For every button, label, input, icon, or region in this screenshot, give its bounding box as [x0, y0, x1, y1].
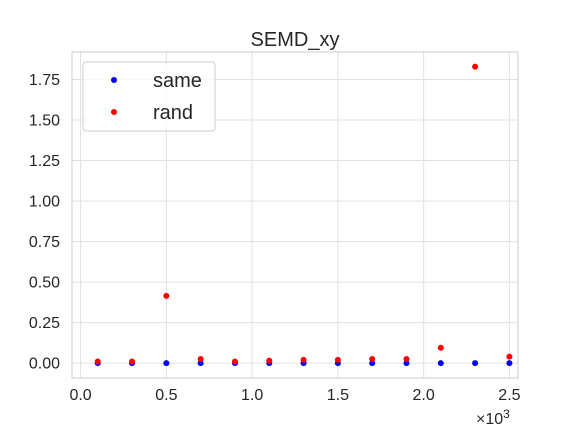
- legend-label-rand: rand: [153, 102, 193, 124]
- data-point-rand: [472, 64, 478, 70]
- x-axis-multiplier-exponent: 3: [503, 407, 510, 421]
- data-point-rand: [198, 356, 204, 362]
- y-tick-label: 1.25: [29, 153, 60, 170]
- data-point-rand: [506, 354, 512, 360]
- x-tick-label: 2.0: [413, 387, 435, 404]
- data-point-rand: [369, 356, 375, 362]
- y-axis-ticks: 0.00 0.25 0.50 0.75 1.00 1.25 1.50 1.75: [29, 72, 60, 373]
- legend-marker-rand: [111, 109, 117, 115]
- data-point-same: [472, 360, 478, 366]
- data-point-rand: [266, 358, 272, 364]
- legend-label-same: same: [153, 70, 202, 92]
- y-tick-label: 1.75: [29, 72, 60, 89]
- legend-marker-same: [111, 77, 117, 83]
- x-axis-ticks: 0.0 0.5 1.0 1.5 2.0 2.5: [69, 387, 520, 404]
- x-tick-label: 2.5: [498, 387, 520, 404]
- data-point-same: [163, 360, 169, 366]
- y-tick-label: 1.50: [29, 113, 60, 130]
- x-axis-multiplier: ×103: [476, 407, 510, 428]
- x-axis-multiplier-base: ×10: [476, 411, 503, 428]
- data-point-rand: [129, 358, 135, 364]
- x-tick-label: 1.0: [241, 387, 263, 404]
- legend: same rand: [83, 62, 215, 131]
- y-tick-label: 0.25: [29, 315, 60, 332]
- data-point-same: [438, 360, 444, 366]
- x-tick-label: 0.5: [155, 387, 177, 404]
- data-point-rand: [232, 358, 238, 364]
- data-point-rand: [301, 357, 307, 363]
- chart-title: SEMD_xy: [251, 29, 340, 51]
- y-tick-label: 0.75: [29, 234, 60, 251]
- data-point-same: [506, 360, 512, 366]
- x-tick-label: 1.5: [327, 387, 349, 404]
- x-tick-label: 0.0: [69, 387, 91, 404]
- data-point-rand: [163, 293, 169, 299]
- data-point-rand: [335, 357, 341, 363]
- data-point-rand: [95, 358, 101, 364]
- y-tick-label: 0.50: [29, 275, 60, 292]
- y-tick-label: 1.00: [29, 194, 60, 211]
- data-point-rand: [404, 356, 410, 362]
- y-tick-label: 0.00: [29, 356, 60, 373]
- data-point-rand: [438, 345, 444, 351]
